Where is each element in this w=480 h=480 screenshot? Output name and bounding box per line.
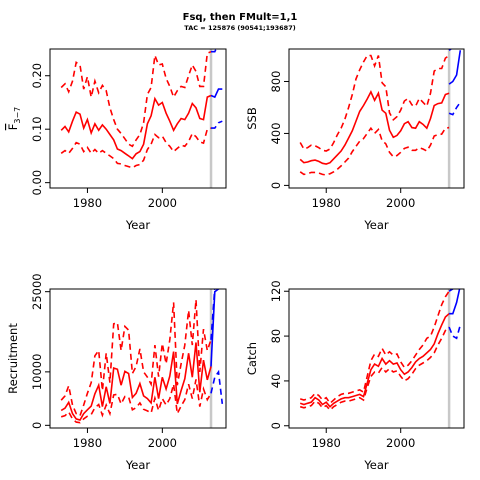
plot-frame	[49, 48, 227, 189]
figure-subtitle: TAC = 125876 (90541;193687)	[184, 24, 295, 32]
y-tick-label: 0.10	[30, 116, 44, 142]
x-axis-label: Year	[125, 458, 151, 472]
projection-lower-ci	[211, 120, 223, 129]
projection-lower-ci	[448, 101, 461, 116]
projection-lower-ci	[210, 369, 224, 404]
x-tick-label: 2000	[386, 196, 415, 210]
y-tick-label: 40	[269, 374, 283, 389]
plot-frame	[288, 288, 465, 429]
series-median	[299, 313, 450, 408]
panel-fbar: 1980 2000 0.00 0.10 0.20 Year F3−7	[6, 48, 227, 232]
projection-upper-ci	[448, 289, 454, 292]
y-axis-label: Catch	[245, 342, 259, 375]
y-tick-label: 120	[269, 280, 283, 302]
series-upper-ci	[60, 299, 212, 417]
x-axis-label: Year	[125, 218, 151, 232]
projection-median	[448, 50, 462, 85]
series-lower-ci	[60, 127, 212, 169]
x-tick-label: 2000	[148, 436, 177, 450]
y-tick-label: 10000	[30, 354, 44, 391]
y-tick-label: 0	[30, 422, 44, 429]
y-tick-label: 25000	[30, 273, 44, 310]
y-axis-label: SSB	[245, 107, 259, 130]
projection-median	[449, 289, 461, 315]
y-tick-label: 0	[269, 182, 283, 189]
panel-catch: 1980 2000 0 40 80 120 Year Catch	[245, 280, 465, 472]
series-upper-ci	[299, 54, 450, 152]
projection-lower-ci	[448, 324, 462, 340]
x-axis-label: Year	[363, 458, 389, 472]
x-tick-label: 2000	[148, 196, 177, 210]
panel-ssb: 1980 2000 0 400 800 Year SSB	[245, 48, 465, 232]
y-tick-label: 0.20	[30, 63, 44, 89]
y-tick-label: 0	[269, 422, 283, 429]
series-upper-ci	[60, 50, 212, 148]
series-upper-ci	[299, 290, 450, 405]
y-axis-label: F3−7	[6, 107, 22, 131]
series-median	[299, 90, 450, 165]
projection-median	[210, 289, 221, 367]
x-tick-label: 1980	[73, 436, 102, 450]
y-tick-label: 800	[269, 71, 283, 93]
series-lower-ci	[299, 326, 450, 412]
projection-median	[210, 88, 223, 99]
x-tick-label: 1980	[312, 196, 341, 210]
x-axis-label: Year	[363, 218, 389, 232]
projection-upper-ci	[211, 49, 217, 53]
x-tick-label: 1980	[312, 436, 341, 450]
y-tick-label: 80	[269, 329, 283, 344]
x-tick-label: 1980	[73, 196, 102, 210]
y-axis-label: Recruitment	[6, 323, 20, 394]
series-lower-ci	[299, 126, 450, 176]
x-tick-label: 2000	[386, 436, 415, 450]
plot-frame	[49, 288, 227, 429]
plot-frame	[288, 48, 465, 189]
panel-recruitment: 1980 2000 0 10000 25000 Year Recruitment	[6, 273, 227, 472]
y-tick-label: 400	[269, 122, 283, 144]
series-median	[60, 94, 212, 160]
series-median	[60, 342, 212, 421]
y-tick-label: 0.00	[30, 170, 44, 196]
series-lower-ci	[60, 379, 212, 424]
figure-title: Fsq, then FMult=1,1	[183, 12, 298, 23]
